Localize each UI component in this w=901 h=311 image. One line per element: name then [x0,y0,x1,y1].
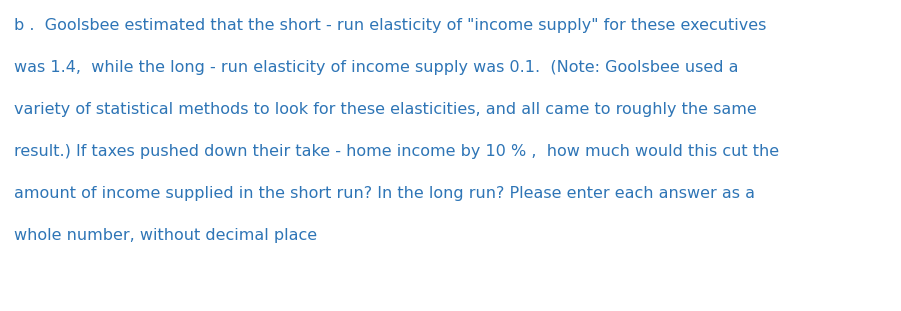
Text: whole number, without decimal place: whole number, without decimal place [14,228,317,243]
Text: variety of statistical methods to look for these elasticities, and all came to r: variety of statistical methods to look f… [14,102,757,117]
Text: b .  Goolsbee estimated that the short - run elasticity of "income supply" for t: b . Goolsbee estimated that the short - … [14,18,767,33]
Text: amount of income supplied in the short run? In the long run? Please enter each a: amount of income supplied in the short r… [14,186,755,201]
Text: was 1.4,  while the long - run elasticity of income supply was 0.1.  (Note: Gool: was 1.4, while the long - run elasticity… [14,60,739,75]
Text: result.) If taxes pushed down their take - home income by 10 % ,  how much would: result.) If taxes pushed down their take… [14,144,779,159]
